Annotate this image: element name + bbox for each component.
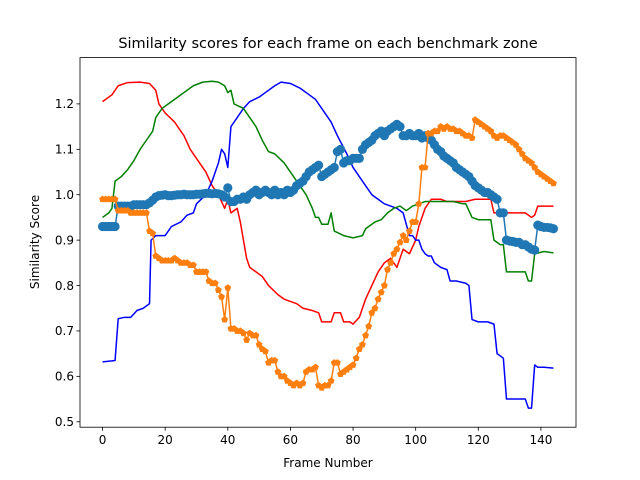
x-tick-label: 20 bbox=[158, 433, 173, 447]
plot-area bbox=[80, 57, 576, 428]
data-point bbox=[312, 363, 319, 371]
data-point bbox=[528, 159, 535, 166]
x-axis-title: Frame Number bbox=[283, 456, 372, 470]
x-tick-label: 120 bbox=[467, 433, 490, 447]
data-point bbox=[530, 245, 540, 255]
data-point bbox=[252, 331, 260, 339]
y-tick-label: 0.6 bbox=[55, 370, 74, 384]
y-tick-label: 0.7 bbox=[55, 324, 74, 338]
data-point bbox=[399, 231, 407, 239]
data-point bbox=[380, 281, 388, 289]
y-tick-label: 0.8 bbox=[55, 279, 74, 293]
data-point bbox=[299, 379, 307, 387]
series-3 bbox=[97, 119, 559, 255]
chart-title: Similarity scores for each frame on each… bbox=[118, 36, 537, 52]
data-point bbox=[371, 304, 379, 312]
data-point bbox=[395, 122, 405, 132]
data-point bbox=[349, 361, 357, 368]
data-point bbox=[487, 127, 495, 135]
data-point bbox=[384, 266, 391, 273]
series-1-line bbox=[102, 81, 554, 409]
data-point bbox=[255, 340, 263, 348]
data-point bbox=[405, 227, 413, 234]
y-axis-title: Similarity Score bbox=[28, 195, 42, 289]
data-point bbox=[333, 359, 341, 366]
data-point bbox=[314, 160, 324, 170]
data-point bbox=[223, 183, 233, 193]
x-tick-label: 140 bbox=[529, 433, 552, 447]
data-point bbox=[515, 145, 523, 153]
data-point bbox=[271, 356, 279, 364]
data-point bbox=[468, 134, 476, 141]
x-tick-label: 0 bbox=[99, 433, 107, 447]
data-point bbox=[374, 295, 382, 303]
data-point bbox=[531, 163, 539, 171]
data-point bbox=[202, 268, 210, 275]
data-point bbox=[412, 218, 420, 225]
data-point bbox=[352, 354, 360, 362]
data-point bbox=[329, 162, 339, 173]
x-tick-label: 40 bbox=[220, 433, 235, 447]
y-tick-label: 1.2 bbox=[55, 97, 74, 111]
data-point bbox=[280, 372, 288, 380]
series-0 bbox=[102, 81, 554, 325]
data-point bbox=[218, 293, 225, 300]
plot-frame bbox=[79, 57, 577, 428]
data-point bbox=[354, 153, 364, 163]
series-layer bbox=[97, 80, 559, 409]
series-1 bbox=[102, 81, 554, 409]
data-point bbox=[240, 329, 247, 337]
series-2 bbox=[102, 80, 554, 282]
y-tick-label: 0.5 bbox=[55, 415, 74, 429]
x-tick-label: 80 bbox=[345, 433, 360, 447]
data-point bbox=[377, 288, 385, 296]
data-point bbox=[498, 208, 508, 218]
series-4 bbox=[99, 116, 557, 391]
x-axis: 0 20 40 60 80 100 120 140 bbox=[99, 427, 552, 447]
data-point bbox=[359, 340, 366, 348]
y-tick-label: 0.9 bbox=[55, 233, 74, 247]
data-point bbox=[512, 141, 520, 148]
data-point bbox=[243, 336, 251, 343]
series-0-line bbox=[102, 81, 554, 325]
series-2-line bbox=[102, 80, 554, 282]
data-point bbox=[224, 284, 232, 291]
data-point bbox=[365, 322, 373, 330]
data-point bbox=[274, 368, 282, 375]
y-tick-label: 1.1 bbox=[55, 143, 74, 157]
data-point bbox=[261, 347, 269, 355]
y-axis: 0.5 0.6 0.7 0.8 0.9 1.0 1.1 1.2 bbox=[55, 97, 80, 429]
data-point bbox=[362, 331, 369, 339]
data-point bbox=[335, 144, 346, 154]
data-point bbox=[402, 236, 410, 244]
data-point bbox=[214, 286, 222, 293]
data-point bbox=[110, 221, 120, 232]
data-point bbox=[518, 150, 526, 157]
x-tick-label: 60 bbox=[283, 433, 298, 447]
data-point bbox=[548, 224, 559, 234]
data-point bbox=[111, 195, 119, 203]
data-point bbox=[550, 179, 557, 187]
data-point bbox=[142, 209, 150, 216]
data-point bbox=[415, 200, 423, 207]
data-point bbox=[387, 259, 395, 266]
data-point bbox=[221, 315, 229, 323]
data-point bbox=[149, 229, 157, 237]
data-point bbox=[396, 238, 404, 246]
data-point bbox=[327, 377, 335, 384]
x-tick-label: 100 bbox=[404, 433, 427, 447]
y-tick-label: 1.0 bbox=[55, 188, 74, 202]
data-point bbox=[421, 163, 429, 171]
data-point bbox=[211, 279, 219, 287]
data-point bbox=[393, 245, 401, 253]
data-point bbox=[492, 194, 502, 204]
data-point bbox=[189, 261, 197, 269]
